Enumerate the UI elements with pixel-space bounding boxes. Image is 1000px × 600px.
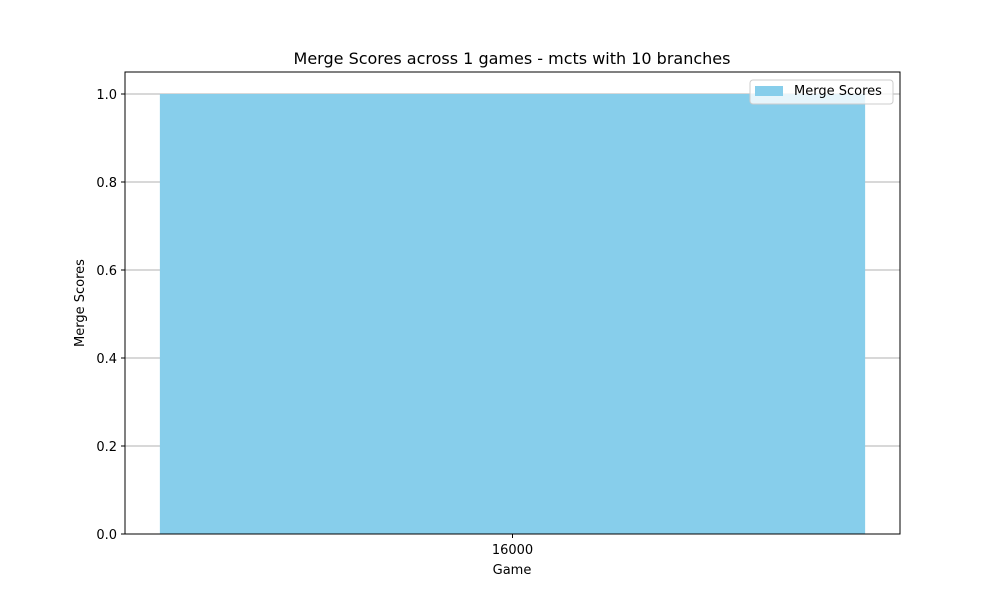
y-axis-label: Merge Scores (73, 259, 88, 347)
legend-label: Merge Scores (794, 84, 882, 99)
y-tick-label: 0.2 (96, 440, 117, 455)
bar-16000 (159, 94, 866, 534)
bars (159, 94, 866, 534)
y-tick-label: 0.6 (96, 264, 117, 279)
y-tick-label: 0.4 (96, 352, 117, 367)
x-axis-ticks: 16000 (492, 534, 533, 558)
legend-box (749, 79, 894, 105)
y-tick-label: 0.0 (96, 528, 117, 543)
legend: Merge Scores (749, 79, 894, 105)
y-tick-label: 0.8 (96, 176, 117, 191)
y-tick-label: 1.0 (96, 88, 117, 103)
legend-swatch (755, 86, 783, 96)
chart-title: Merge Scores across 1 games - mcts with … (294, 49, 731, 68)
x-tick-label: 16000 (492, 543, 533, 558)
x-axis-label: Game (493, 563, 532, 578)
y-axis-ticks: 0.0 0.2 0.4 0.6 0.8 1.0 (96, 88, 125, 543)
